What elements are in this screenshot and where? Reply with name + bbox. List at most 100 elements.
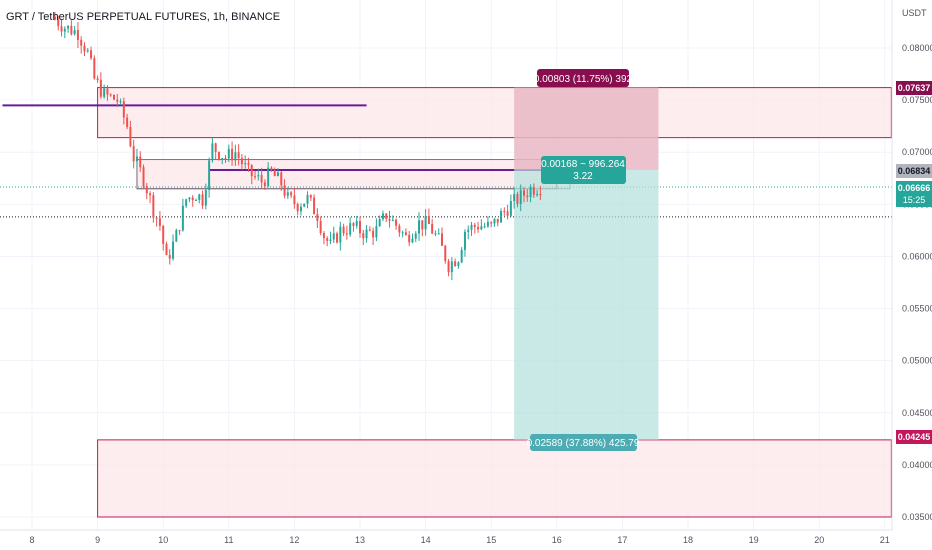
candle-body bbox=[260, 175, 263, 183]
candle-body bbox=[477, 227, 480, 230]
entry-tag: 0.06834 bbox=[896, 164, 932, 178]
candle-body bbox=[145, 186, 148, 194]
current-price-tag: 0.06666 15:25 bbox=[896, 181, 932, 207]
candle-body bbox=[339, 226, 342, 243]
position-stop-area[interactable] bbox=[514, 169, 659, 440]
candle-body bbox=[73, 30, 76, 35]
x-tick-label: 13 bbox=[355, 535, 365, 545]
entry-zone[interactable] bbox=[136, 159, 558, 190]
candle-body bbox=[342, 226, 345, 234]
candle-body bbox=[529, 187, 532, 197]
candle-body bbox=[119, 101, 122, 103]
candle-body bbox=[378, 219, 381, 227]
candle-body bbox=[329, 239, 332, 241]
candle-body bbox=[126, 117, 129, 127]
candle-body bbox=[204, 189, 207, 206]
candle-body bbox=[63, 28, 66, 32]
candle-body bbox=[86, 50, 89, 52]
candle-body bbox=[293, 195, 296, 204]
candle-body bbox=[175, 230, 178, 242]
candle-body bbox=[470, 224, 473, 230]
target-label-bg bbox=[537, 69, 629, 87]
chart-title: GRT / TetherUS PERPETUAL FUTURES, 1h, BI… bbox=[6, 11, 280, 23]
upper-zone[interactable] bbox=[97, 87, 892, 139]
candle-body bbox=[372, 230, 375, 238]
y-tick-label: 0.05000 bbox=[902, 356, 932, 366]
candle-body bbox=[385, 213, 388, 220]
candle-body bbox=[309, 195, 312, 198]
candle-body bbox=[299, 206, 302, 212]
candle-body bbox=[460, 249, 463, 263]
candle-body bbox=[408, 235, 411, 243]
candle-body bbox=[267, 167, 270, 187]
x-tick-label: 20 bbox=[814, 535, 824, 545]
candle-body bbox=[152, 195, 155, 218]
candle-body bbox=[362, 233, 365, 239]
candle-body bbox=[158, 218, 161, 226]
stop-label-bg bbox=[530, 434, 637, 451]
x-tick-label: 10 bbox=[158, 535, 168, 545]
candle-body bbox=[519, 190, 522, 204]
candle-body bbox=[135, 156, 138, 162]
target-label-box[interactable]: 0.00803 (11.75%) 392 bbox=[534, 69, 633, 87]
candle-body bbox=[181, 205, 184, 231]
target-label: 0.00803 (11.75%) 392 bbox=[534, 74, 633, 85]
candle-body bbox=[139, 156, 142, 168]
zones[interactable] bbox=[0, 87, 892, 518]
y-tick-label: 0.04500 bbox=[902, 408, 932, 418]
candle-body bbox=[437, 233, 440, 235]
candle-body bbox=[247, 163, 250, 165]
candle-body bbox=[496, 218, 499, 223]
x-tick-label: 15 bbox=[486, 535, 496, 545]
candle-body bbox=[270, 167, 273, 171]
x-tick-label: 16 bbox=[552, 535, 562, 545]
candle-body bbox=[191, 197, 194, 201]
candle-body bbox=[83, 45, 86, 52]
candle-body bbox=[76, 30, 79, 40]
candle-body bbox=[503, 211, 506, 213]
candle-body bbox=[336, 233, 339, 243]
middle-label-box[interactable]: 0.00168 ~ 996.264 3.22 bbox=[541, 156, 626, 184]
stop-label-box[interactable]: 0.02589 (37.88%) 425.79 bbox=[527, 434, 640, 451]
candle-body bbox=[188, 197, 191, 200]
candle-body bbox=[513, 194, 516, 201]
upper-target-tag: 0.07637 bbox=[896, 81, 932, 95]
candle-body bbox=[198, 194, 201, 200]
y-tick-label: 0.08000 bbox=[902, 43, 932, 53]
x-tick-label: 9 bbox=[95, 535, 100, 545]
candle-body bbox=[221, 158, 224, 160]
candle-body bbox=[240, 158, 243, 165]
candle-body bbox=[103, 88, 106, 97]
candle-body bbox=[539, 194, 542, 196]
x-tick-label: 12 bbox=[289, 535, 299, 545]
lower-zone[interactable] bbox=[97, 439, 892, 518]
countdown-text: 15:25 bbox=[903, 195, 926, 205]
lower-target-tag: 0.04245 bbox=[896, 430, 932, 444]
candle-body bbox=[500, 211, 503, 223]
candle-body bbox=[80, 39, 83, 46]
candle-body bbox=[185, 199, 188, 206]
x-tick-label: 14 bbox=[421, 535, 431, 545]
candle-body bbox=[375, 226, 378, 238]
lower-target-tag-bg bbox=[896, 430, 932, 444]
candle-body bbox=[368, 229, 371, 231]
lower-target-tag-text: 0.04245 bbox=[898, 432, 931, 442]
candle-body bbox=[303, 203, 306, 207]
candle-body bbox=[306, 195, 309, 204]
middle-label-line2: 3.22 bbox=[573, 171, 593, 182]
candle-body bbox=[467, 229, 470, 232]
x-tick-label: 11 bbox=[224, 535, 233, 545]
candle-body bbox=[172, 241, 175, 259]
candle-body bbox=[381, 213, 384, 220]
candle-body bbox=[483, 226, 486, 228]
y-tick-label: 0.07000 bbox=[902, 147, 932, 157]
candle-body bbox=[326, 238, 329, 241]
candle-body bbox=[231, 148, 234, 161]
candle-body bbox=[113, 94, 115, 100]
candle-body bbox=[90, 50, 93, 59]
candle-body bbox=[280, 172, 283, 186]
position-tool[interactable] bbox=[514, 87, 659, 440]
x-tick-label: 19 bbox=[749, 535, 759, 545]
